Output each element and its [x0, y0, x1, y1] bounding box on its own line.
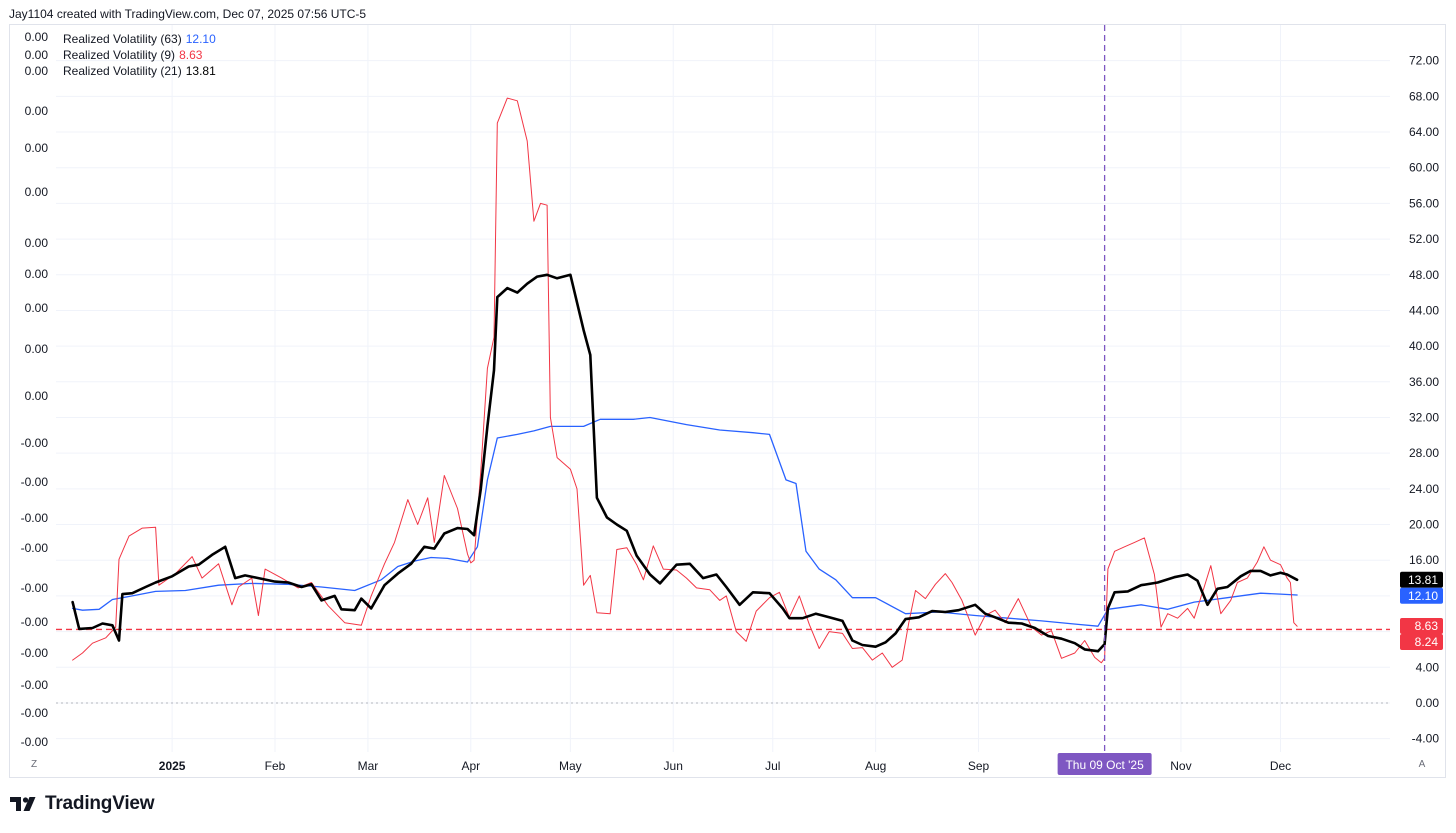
left-axis-label: 0.00	[25, 104, 49, 118]
reference-lines	[56, 628, 1390, 704]
legend-label: Realized Volatility (9)	[63, 48, 176, 62]
auto-scale-left-button[interactable]: Z	[30, 759, 38, 770]
left-axis-label: -0.00	[21, 706, 49, 720]
y-tick-label: 4.00	[1416, 660, 1440, 674]
y-tick-label: 44.00	[1409, 303, 1439, 317]
left-axis-label: -0.00	[21, 735, 49, 749]
crosshair-date-badge	[1057, 753, 1152, 775]
left-axis-label: 0.00	[25, 185, 49, 199]
y-tick-label: 36.00	[1409, 375, 1439, 389]
legend-label: Realized Volatility (63)	[63, 32, 182, 46]
left-axis-label: 0.00	[25, 64, 49, 78]
y-tick-label: 24.00	[1409, 482, 1439, 496]
y-tick-label: 40.00	[1409, 339, 1439, 353]
y-tick-label: -4.00	[1412, 732, 1440, 746]
grid-layer	[56, 25, 1390, 752]
y-tick-label: 0.00	[1416, 696, 1440, 710]
tradingview-logo-icon	[10, 797, 36, 811]
left-axis-label: 0.00	[25, 389, 49, 403]
series-line-21	[71, 273, 1299, 653]
legend-value: 8.63	[179, 48, 203, 62]
y-tick-label: 72.00	[1409, 54, 1439, 68]
price-badge	[1400, 587, 1443, 604]
x-tick-label: Jun	[664, 759, 683, 773]
y-tick-label: 52.00	[1409, 232, 1439, 246]
left-axis-label: -0.00	[21, 615, 49, 629]
price-badge-label: 8.24	[1415, 635, 1439, 649]
price-badge-label: 8.63	[1415, 619, 1439, 633]
x-tick-label: Jul	[765, 759, 780, 773]
price-badge-label: 13.81	[1408, 573, 1438, 587]
crosshair: Thu 09 Oct '25	[1057, 25, 1152, 775]
left-axis-label: -0.00	[21, 475, 49, 489]
legend-value: 13.81	[185, 64, 216, 78]
y-tick-label: 64.00	[1409, 125, 1439, 139]
left-axis-label: 0.00	[25, 48, 49, 62]
left-axis-label: -0.00	[21, 646, 49, 660]
left-axis-label: 0.00	[25, 267, 49, 281]
price-badge	[1400, 633, 1443, 650]
legend-rv63[interactable]: Realized Volatility (63) 12.10	[63, 32, 216, 46]
series-line-63	[71, 416, 1298, 627]
x-tick-label: Feb	[265, 759, 286, 773]
legend-rv9[interactable]: Realized Volatility (9) 8.63	[63, 48, 202, 62]
y-tick-label: 20.00	[1409, 518, 1439, 532]
left-axis-label: 0.00	[25, 301, 49, 315]
y-tick-label: 56.00	[1409, 196, 1439, 210]
left-axis-label: 0.00	[25, 141, 49, 155]
y-tick-label: 48.00	[1409, 268, 1439, 282]
y-tick-label: 60.00	[1409, 161, 1439, 175]
x-axis: 2025 Feb Mar Apr May Jun Jul Aug Sep Nov Dec	[159, 759, 1291, 773]
left-axis-label: -0.00	[21, 581, 49, 595]
left-axis-label: -0.00	[21, 678, 49, 692]
x-tick-label: Apr	[461, 759, 480, 773]
y-tick-label: 16.00	[1409, 553, 1439, 567]
series-layer	[71, 97, 1299, 668]
attribution-text: Jay1104 created with TradingView.com, De…	[9, 7, 367, 21]
tradingview-logo[interactable]: TradingView	[10, 793, 155, 815]
left-axis-label: 0.00	[25, 342, 49, 356]
legend-rv21[interactable]: Realized Volatility (21) 13.81	[63, 64, 216, 78]
legend-label: Realized Volatility (21)	[63, 64, 182, 78]
y-tick-label: 32.00	[1409, 410, 1439, 424]
x-tick-label: 2025	[159, 759, 186, 773]
x-tick-label: Nov	[1170, 759, 1191, 773]
x-tick-label: Aug	[865, 759, 886, 773]
chart-frame	[9, 24, 1446, 778]
legend-value: 12.10	[185, 32, 216, 46]
left-axis-label: 0.00	[25, 236, 49, 250]
x-tick-label: Sep	[968, 759, 990, 773]
price-badge	[1400, 617, 1443, 634]
price-badges: 13.81 12.10 8.63 8.24	[1400, 571, 1443, 650]
right-axis: -4.000.004.008.0012.0016.0020.0024.0028.…	[1409, 54, 1439, 746]
left-axis-label: -0.00	[21, 541, 49, 555]
price-badge-label: 12.10	[1408, 589, 1438, 603]
brand-name: TradingView	[45, 793, 155, 814]
left-axis-label: -0.00	[21, 436, 49, 450]
x-tick-label: May	[559, 759, 582, 773]
y-tick-label: 28.00	[1409, 446, 1439, 460]
crosshair-date-label: Thu 09 Oct '25	[1065, 758, 1144, 772]
auto-scale-right-button[interactable]: A	[1418, 759, 1426, 770]
left-axis-label: 0.00	[25, 30, 49, 44]
price-badge	[1400, 571, 1443, 588]
left-axis: 0.00 0.00 0.00 0.00 0.00 0.00 0.00 0.00 0.00 0.00…	[21, 30, 49, 749]
left-axis-label: -0.00	[21, 511, 49, 525]
series-line-9	[72, 97, 1298, 668]
x-tick-label: Dec	[1270, 759, 1291, 773]
y-tick-label: 68.00	[1409, 89, 1439, 103]
x-tick-label: Mar	[358, 759, 379, 773]
